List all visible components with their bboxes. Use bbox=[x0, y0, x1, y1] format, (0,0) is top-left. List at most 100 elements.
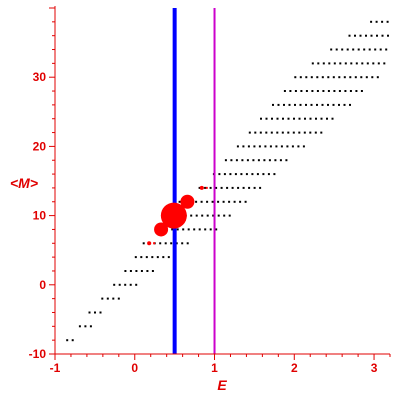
data-dot bbox=[363, 48, 366, 51]
x-tick-label: 2 bbox=[291, 361, 298, 375]
data-dot bbox=[142, 242, 145, 245]
data-dot bbox=[355, 90, 358, 92]
data-dot bbox=[151, 270, 154, 272]
data-dot bbox=[276, 117, 279, 120]
data-dot bbox=[140, 270, 143, 272]
data-dot bbox=[341, 48, 344, 51]
data-dot bbox=[311, 90, 314, 92]
data-dot bbox=[346, 48, 349, 51]
data-dot bbox=[381, 20, 384, 23]
data-dot bbox=[206, 200, 209, 203]
data-dot bbox=[354, 34, 356, 37]
data-dot bbox=[276, 131, 279, 134]
data-dot bbox=[253, 186, 256, 189]
data-dot bbox=[321, 76, 324, 79]
data-dot bbox=[299, 103, 302, 106]
data-dot bbox=[332, 103, 335, 106]
data-dot bbox=[248, 186, 251, 189]
data-dot bbox=[271, 117, 273, 120]
data-dot bbox=[247, 145, 250, 148]
data-dot bbox=[291, 145, 294, 148]
data-dot bbox=[201, 214, 204, 217]
data-dot bbox=[297, 145, 300, 148]
data-dot bbox=[220, 186, 223, 189]
data-dot bbox=[253, 145, 256, 148]
data-dot bbox=[374, 48, 377, 51]
data-dot bbox=[257, 159, 260, 162]
data-dot bbox=[265, 131, 268, 134]
data-dot bbox=[344, 90, 347, 92]
data-dot bbox=[156, 256, 159, 259]
data-dot bbox=[231, 186, 234, 189]
data-dot bbox=[385, 48, 388, 51]
data-dot bbox=[322, 90, 325, 92]
data-dot bbox=[305, 103, 307, 106]
data-dot bbox=[316, 90, 319, 92]
data-dot bbox=[316, 103, 318, 106]
data-dot bbox=[237, 186, 240, 189]
y-axis-title: <M> bbox=[10, 175, 38, 191]
data-dot bbox=[387, 34, 389, 37]
data-dot bbox=[204, 228, 207, 231]
data-dot bbox=[330, 48, 333, 51]
data-dot bbox=[294, 76, 297, 79]
data-dot bbox=[134, 256, 137, 259]
y-tick-label: 30 bbox=[33, 70, 47, 84]
data-dot bbox=[282, 117, 284, 120]
x-tick-label: 3 bbox=[371, 361, 378, 375]
data-dot bbox=[118, 283, 121, 286]
reference-lines bbox=[172, 8, 216, 354]
data-dot bbox=[226, 186, 229, 189]
data-dot bbox=[209, 186, 212, 189]
data-dot bbox=[222, 200, 225, 203]
data-dot bbox=[129, 283, 132, 286]
data-dot bbox=[193, 228, 196, 231]
data-dot bbox=[240, 173, 243, 176]
y-tick-label: 0 bbox=[39, 278, 46, 292]
data-dot bbox=[254, 131, 257, 134]
data-dot bbox=[198, 228, 201, 231]
data-dot bbox=[320, 131, 323, 134]
data-dot bbox=[178, 200, 181, 203]
data-dot bbox=[259, 186, 262, 189]
data-dot bbox=[84, 325, 87, 328]
data-dot bbox=[370, 34, 373, 37]
data-dot bbox=[338, 90, 341, 92]
data-dot bbox=[283, 103, 285, 106]
data-dot bbox=[198, 186, 201, 189]
data-dot bbox=[309, 131, 312, 134]
data-dot bbox=[349, 76, 352, 79]
data-dot bbox=[272, 103, 274, 106]
data-dot bbox=[233, 200, 236, 203]
dot-series bbox=[66, 20, 389, 342]
data-dot bbox=[386, 20, 389, 23]
data-dot bbox=[182, 228, 185, 231]
data-dot bbox=[331, 117, 334, 120]
x-axis-title: E bbox=[217, 377, 227, 393]
data-dot bbox=[262, 173, 265, 176]
data-dot bbox=[357, 48, 360, 51]
data-dot bbox=[124, 270, 127, 272]
data-dot bbox=[350, 62, 353, 65]
data-dot bbox=[360, 76, 363, 79]
data-dot bbox=[352, 48, 355, 51]
data-dot bbox=[228, 200, 231, 203]
data-dot bbox=[146, 270, 149, 272]
data-dot bbox=[245, 173, 248, 176]
data-dot bbox=[344, 62, 347, 65]
data-dot bbox=[171, 228, 174, 231]
data-dot bbox=[289, 90, 292, 92]
data-dot bbox=[260, 117, 262, 120]
data-dot bbox=[230, 159, 233, 162]
data-dot bbox=[135, 283, 138, 286]
data-dot bbox=[162, 256, 165, 259]
data-dot bbox=[365, 76, 368, 79]
data-dot bbox=[206, 214, 209, 217]
data-dot bbox=[251, 173, 254, 176]
data-dot bbox=[286, 145, 289, 148]
data-dot bbox=[71, 339, 74, 342]
data-dot bbox=[223, 173, 226, 176]
data-dot bbox=[195, 214, 198, 217]
data-dot bbox=[218, 173, 221, 176]
data-dot bbox=[229, 173, 232, 176]
